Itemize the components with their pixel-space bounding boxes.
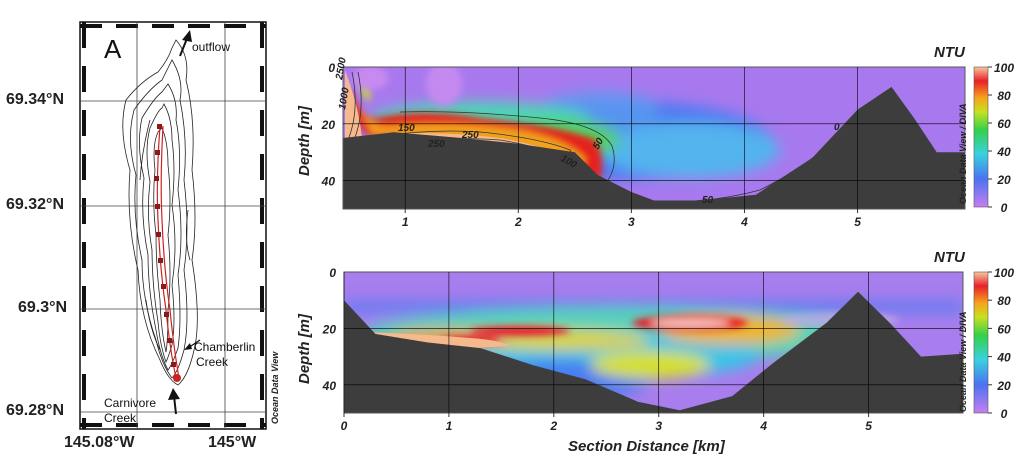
carnivore-label: Carnivore (104, 396, 157, 410)
contour-label: 150 (398, 123, 415, 134)
colorbar-tick-label: 60 (997, 322, 1011, 336)
top-y-ticks: 0 20 40 (321, 61, 336, 189)
map-svg (79, 21, 267, 430)
colorbar-tick-label: 60 (997, 117, 1011, 131)
contour-label: 250 (461, 130, 479, 141)
bottom-bathymetry (344, 291, 963, 413)
top-y-label: Depth [m] (296, 106, 313, 176)
colorbar-tick-label: 0 (1001, 407, 1008, 421)
lat-label: 69.34°N (6, 91, 64, 108)
y-tick-label: 0 (329, 266, 336, 280)
bottom-x-label: Section Distance [km] (568, 438, 725, 455)
lake-contours (122, 39, 198, 386)
lon-label: 145.08°W (64, 434, 135, 451)
top-x-ticks: 1 2 3 4 5 (402, 209, 861, 229)
outflow-arrow-icon (179, 30, 192, 57)
top-chart-title: NTU (934, 44, 965, 61)
chamberlin-creek-label: Creek (196, 355, 229, 369)
y-tick-label: 40 (321, 175, 336, 189)
map-frame-ticks (80, 22, 266, 429)
chamberlin-label: Chamberlin (194, 340, 256, 354)
colorbar-watermark: Ocean Data View / DIVA (958, 103, 968, 204)
map-grid (80, 22, 266, 429)
colorbar-tick-label: 40 (996, 351, 1011, 365)
x-tick-label: 3 (628, 215, 635, 229)
bottom-x-ticks: 0 1 2 3 4 5 (341, 413, 872, 433)
y-tick-label: 20 (321, 118, 336, 132)
colorbar-tick-label: 20 (996, 173, 1011, 187)
contour-label: 50 (702, 195, 714, 206)
panel-letter: A (104, 34, 122, 64)
y-tick-label: 20 (322, 322, 337, 336)
x-tick-label: 2 (549, 419, 557, 433)
colorbar-tick-label: 80 (997, 89, 1011, 103)
x-tick-label: 1 (402, 215, 409, 229)
contour-label: 250 (427, 139, 445, 150)
colorbar-tick-label: 40 (996, 145, 1011, 159)
top-grid (343, 67, 965, 209)
bottom-y-ticks: 0 20 40 (322, 266, 337, 393)
lat-label: 69.28°N (6, 402, 64, 419)
x-tick-label: 3 (655, 419, 662, 433)
y-tick-label: 0 (328, 61, 335, 75)
lat-label: 69.3°N (18, 299, 68, 316)
colorbar-watermark: Ocean Data View / DIVA (958, 311, 968, 412)
bottom-chart-title: NTU (934, 249, 965, 266)
x-tick-label: 2 (514, 215, 522, 229)
colorbar-tick-label: 80 (997, 294, 1011, 308)
top-heat-field (343, 67, 965, 209)
bottom-grid (343, 272, 963, 413)
top-bathymetry (343, 86, 965, 209)
x-tick-label: 4 (740, 215, 748, 229)
chamberlin-arrow-icon (184, 339, 201, 350)
colorbar-bottom (973, 271, 989, 414)
x-tick-label: 5 (854, 215, 861, 229)
colorbar-tick-label: 100 (994, 61, 1014, 75)
contour-label: 1000 (337, 86, 352, 110)
colorbar-ticks: 100 80 60 40 20 0 100 80 60 40 20 0 (988, 61, 1014, 421)
lon-label: 145°W (208, 434, 257, 451)
lat-label: 69.32°N (6, 196, 64, 213)
x-tick-label: 0 (341, 419, 348, 433)
carnivore-creek-label: Creek (104, 411, 137, 425)
x-tick-label: 1 (446, 419, 453, 433)
inflow-arrow-icon (168, 388, 180, 415)
contour-label: 2500 (334, 56, 349, 81)
contour-label: 0 (834, 122, 840, 133)
y-tick-label: 40 (322, 379, 337, 393)
bottom-y-label: Depth [m] (296, 314, 313, 384)
outflow-label: outflow (192, 40, 231, 54)
top-contour-labels: 2500 1000 150 250 250 100 50 50 0 (334, 56, 840, 206)
station-markers (154, 124, 181, 382)
bottom-heat-field (344, 272, 963, 413)
contour-label: 50 (591, 136, 606, 152)
x-tick-label: 5 (865, 419, 872, 433)
colorbar-tick-label: 0 (1001, 201, 1008, 215)
colorbar-top (973, 66, 989, 208)
colorbar-tick-label: 100 (994, 266, 1014, 280)
colorbar-tick-label: 20 (996, 379, 1011, 393)
x-tick-label: 4 (759, 419, 767, 433)
